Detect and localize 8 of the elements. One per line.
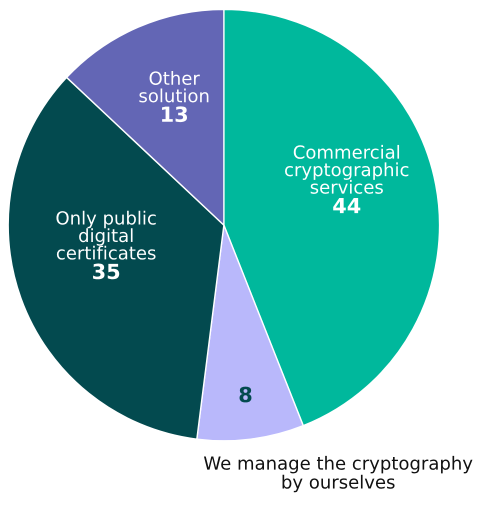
slice-label: Only public digital certificates <box>56 210 156 260</box>
data-label: 35 <box>93 264 120 280</box>
data-label: 8 <box>240 386 252 402</box>
data-label: 44 <box>333 198 360 214</box>
slice-label: Other solution <box>139 71 208 102</box>
slice-label: We manage the cryptography by ourselves <box>204 456 472 492</box>
data-label: 13 <box>162 106 188 122</box>
slice-label: Commercial cryptographic services <box>285 144 408 194</box>
